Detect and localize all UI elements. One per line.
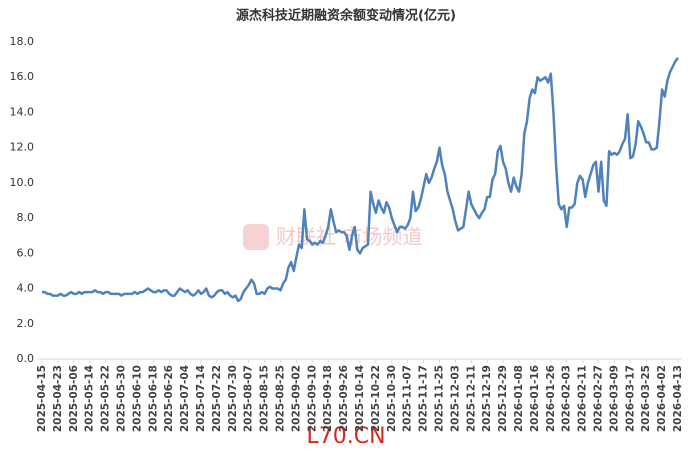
x-tick-label: 2025-10-14 (354, 365, 366, 432)
x-tick-label: 2026-02-03 (561, 365, 573, 432)
x-tick-label: 2025-07-30 (227, 365, 239, 432)
x-tick-label: 2025-07-22 (211, 365, 223, 432)
y-tick-label: 8.0 (17, 211, 35, 224)
y-tick-label: 4.0 (17, 282, 35, 295)
x-tick-label: 2025-05-14 (84, 365, 96, 432)
x-tick-label: 2025-06-10 (131, 365, 143, 432)
x-tick-label: 2026-03-17 (624, 365, 636, 432)
x-tick-label: 2025-11-07 (402, 365, 414, 432)
x-tick-label: 2025-12-19 (481, 365, 493, 432)
x-tick-label: 2026-02-11 (577, 365, 589, 432)
x-tick-label: 2025-11-25 (434, 365, 446, 432)
x-tick-label: 2025-09-26 (338, 365, 350, 432)
x-tick-label: 2025-07-14 (195, 365, 207, 432)
x-tick-label: 2025-05-06 (68, 365, 80, 432)
y-tick-label: 18.0 (10, 35, 35, 48)
chart-title: 源杰科技近期融资余额变动情况(亿元) (236, 8, 456, 24)
data-line (42, 57, 679, 303)
footer-mark: L70.CN (306, 424, 385, 449)
x-tick-label: 2025-08-25 (275, 365, 287, 432)
y-tick-label: 16.0 (10, 70, 35, 83)
x-tick-label: 2025-08-15 (259, 365, 271, 432)
x-tick-label: 2026-04-02 (656, 365, 668, 432)
x-tick-label: 2025-10-30 (386, 365, 398, 432)
x-tick-label: 2026-03-09 (608, 365, 620, 432)
x-tick-label: 2025-04-23 (52, 365, 64, 432)
watermark-logo (243, 224, 269, 250)
x-tick-label: 2025-06-18 (147, 365, 159, 432)
x-tick-label: 2025-09-02 (290, 365, 302, 432)
x-tick-label: 2025-07-04 (179, 365, 191, 432)
x-tick-label: 2025-11-17 (418, 365, 430, 432)
x-tick-label: 2025-05-30 (116, 365, 128, 432)
y-tick-label: 10.0 (10, 176, 35, 189)
y-tick-label: 14.0 (10, 105, 35, 118)
x-tick-label: 2025-08-07 (243, 365, 255, 432)
x-tick-label: 2025-12-29 (497, 365, 509, 432)
y-tick-label: 0.0 (17, 352, 35, 365)
x-tick-label: 2025-10-22 (370, 365, 382, 432)
x-tick-label: 2025-12-03 (449, 365, 461, 432)
x-tick-label: 2026-01-26 (545, 365, 557, 432)
x-tick-label: 2026-01-08 (513, 365, 525, 432)
x-tick-label: 2025-09-10 (306, 365, 318, 432)
x-tick-label: 2025-04-15 (36, 365, 48, 432)
x-tick-label: 2025-12-11 (465, 365, 477, 432)
x-tick-label: 2025-05-22 (100, 365, 112, 432)
y-tick-label: 6.0 (17, 246, 35, 259)
x-tick-label: 2026-02-27 (593, 365, 605, 432)
y-tick-label: 12.0 (10, 141, 35, 154)
x-tick-label: 2026-04-13 (672, 365, 684, 432)
x-tick-label: 2025-09-18 (322, 365, 334, 432)
x-tick-label: 2026-03-25 (640, 365, 652, 432)
x-tick-label: 2026-01-16 (529, 365, 541, 432)
x-tick-label: 2025-06-26 (163, 365, 175, 432)
y-tick-label: 2.0 (17, 317, 35, 330)
